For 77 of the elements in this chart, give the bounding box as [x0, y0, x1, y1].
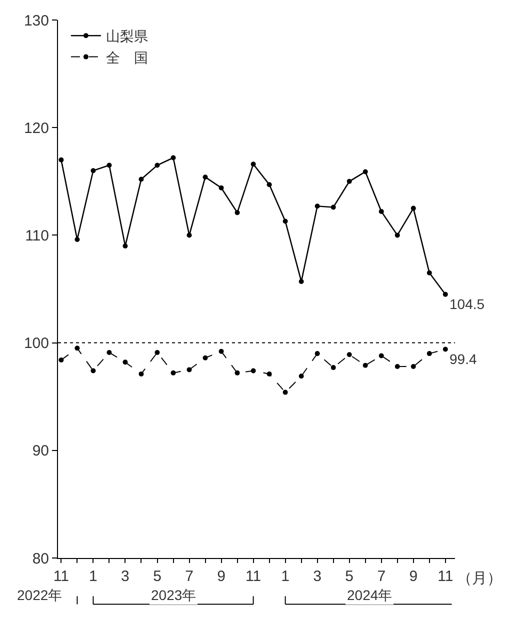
point — [378, 209, 384, 214]
point — [138, 372, 144, 376]
point — [250, 162, 256, 167]
point — [346, 352, 352, 358]
point — [122, 360, 128, 365]
point — [154, 162, 160, 168]
point — [170, 370, 176, 376]
point — [202, 355, 208, 360]
point — [410, 364, 416, 369]
point — [106, 350, 112, 355]
point — [314, 204, 320, 209]
x-tick-label: 7 — [377, 568, 386, 585]
point — [298, 374, 304, 379]
point — [314, 351, 320, 356]
x-tick-label: 3 — [121, 568, 130, 585]
point — [282, 390, 288, 395]
point — [186, 367, 192, 372]
legend-label: 山梨県 — [106, 28, 148, 44]
legend-label: 全 国 — [106, 49, 148, 66]
y-tick-label: 100 — [24, 335, 49, 352]
x-tick-label: 11 — [246, 568, 262, 585]
text: 2024年 — [347, 587, 392, 603]
point — [266, 372, 272, 376]
x-tick-label: 9 — [409, 568, 418, 585]
point — [266, 182, 272, 188]
data-label: 104.5 — [450, 296, 485, 312]
point — [90, 168, 96, 174]
point — [426, 270, 432, 276]
point — [250, 368, 256, 374]
x-tick-label: 1 — [89, 568, 98, 585]
y-tick-label: 90 — [32, 442, 49, 460]
point — [394, 232, 400, 238]
point — [298, 278, 304, 284]
x-tick-label: 5 — [345, 568, 354, 585]
point — [330, 204, 336, 210]
point — [122, 243, 128, 248]
point — [426, 351, 432, 356]
point — [394, 364, 400, 369]
point — [58, 358, 64, 363]
y-tick-label: 130 — [24, 12, 49, 30]
point — [58, 157, 64, 162]
x-tick-label: 11 — [438, 568, 454, 585]
point — [154, 350, 160, 355]
y-tick-label: 110 — [25, 227, 49, 244]
x-axis-title: （月） — [457, 570, 502, 587]
point — [74, 346, 80, 351]
point — [362, 362, 368, 368]
x-tick-label: 9 — [217, 568, 226, 585]
point — [218, 185, 224, 190]
point — [106, 162, 112, 168]
x-tick-label: 3 — [313, 568, 322, 585]
point — [410, 206, 416, 211]
point — [330, 365, 336, 370]
data-label: 99.4 — [450, 350, 477, 367]
y-tick-label: 120 — [24, 120, 49, 137]
point — [378, 353, 384, 358]
text: 2023年 — [151, 587, 196, 603]
point — [234, 370, 240, 376]
x-tick-label: 1 — [281, 568, 290, 585]
point — [442, 292, 448, 297]
x-tick-label: 7 — [185, 568, 194, 585]
point — [186, 232, 192, 238]
point — [442, 346, 448, 352]
point — [90, 368, 96, 374]
y-tick-label: 80 — [32, 550, 49, 568]
text: 2022年 — [17, 587, 62, 603]
x-tick-label: 5 — [153, 568, 162, 585]
point — [362, 169, 368, 174]
point — [234, 210, 240, 216]
point — [218, 348, 224, 354]
x-tick-label: 11 — [53, 568, 69, 585]
point — [202, 174, 208, 180]
point — [346, 178, 352, 184]
point — [170, 155, 176, 160]
point — [138, 176, 144, 182]
point — [282, 218, 288, 224]
point — [74, 237, 80, 242]
